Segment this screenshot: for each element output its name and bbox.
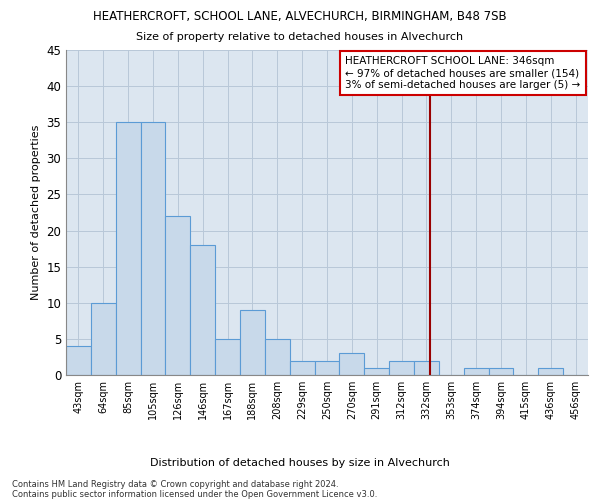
Bar [140,122,166,375]
Bar [340,354,364,375]
Bar [414,360,439,375]
Bar [215,339,240,375]
Bar [240,310,265,375]
Bar [265,339,290,375]
Text: HEATHERCROFT SCHOOL LANE: 346sqm
← 97% of detached houses are smaller (154)
3% o: HEATHERCROFT SCHOOL LANE: 346sqm ← 97% o… [345,56,581,90]
Bar [389,360,414,375]
Bar [116,122,140,375]
Bar [464,368,488,375]
Text: Distribution of detached houses by size in Alvechurch: Distribution of detached houses by size … [150,458,450,468]
Bar [364,368,389,375]
Bar [190,245,215,375]
Bar [538,368,563,375]
Text: Contains public sector information licensed under the Open Government Licence v3: Contains public sector information licen… [12,490,377,499]
Text: HEATHERCROFT, SCHOOL LANE, ALVECHURCH, BIRMINGHAM, B48 7SB: HEATHERCROFT, SCHOOL LANE, ALVECHURCH, B… [93,10,507,23]
Bar [488,368,514,375]
Text: Size of property relative to detached houses in Alvechurch: Size of property relative to detached ho… [136,32,464,42]
Bar [290,360,314,375]
Bar [91,303,116,375]
Bar [66,346,91,375]
Y-axis label: Number of detached properties: Number of detached properties [31,125,41,300]
Bar [166,216,190,375]
Text: Contains HM Land Registry data © Crown copyright and database right 2024.: Contains HM Land Registry data © Crown c… [12,480,338,489]
Bar [314,360,340,375]
